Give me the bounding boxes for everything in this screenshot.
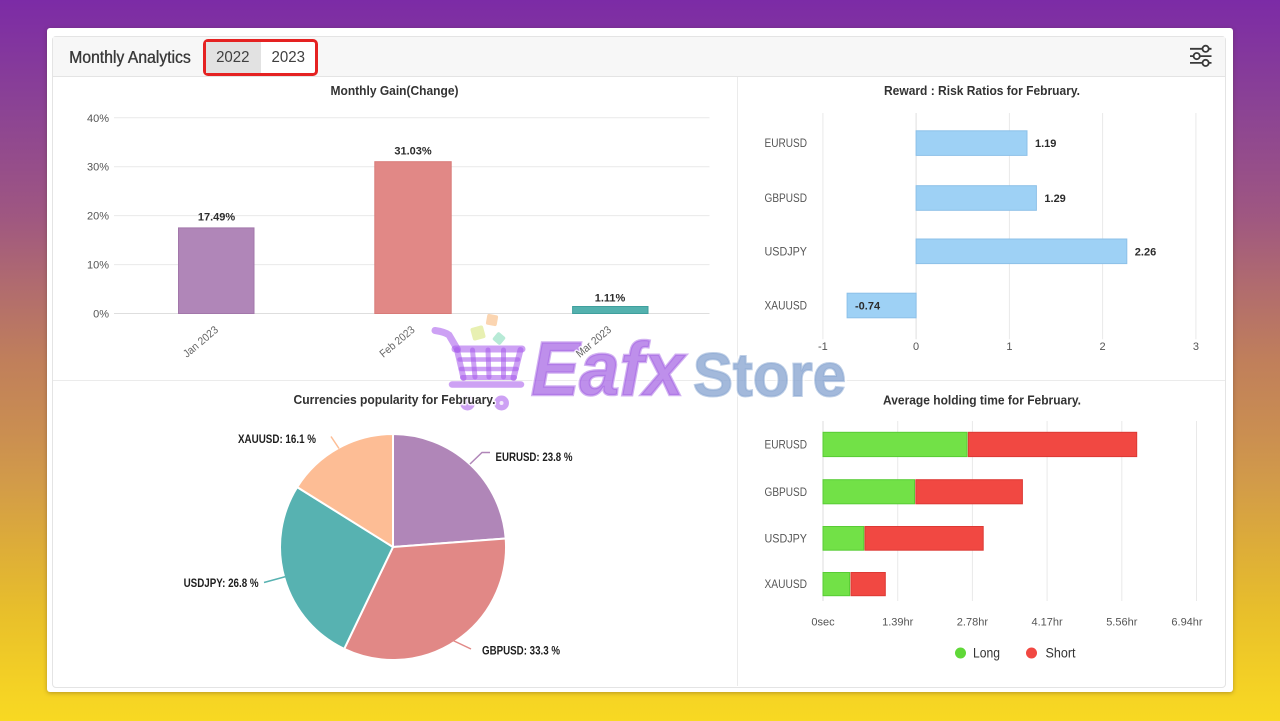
svg-text:USDJPY: 26.8 %: USDJPY: 26.8 % [184, 576, 259, 590]
svg-text:2: 2 [1100, 341, 1106, 353]
svg-text:4.17hr: 4.17hr [1031, 617, 1063, 629]
svg-text:Monthly Gain(Change): Monthly Gain(Change) [331, 83, 459, 98]
svg-text:1.19: 1.19 [1035, 138, 1056, 150]
svg-text:20%: 20% [87, 211, 109, 223]
svg-text:40%: 40% [87, 113, 109, 125]
svg-text:30%: 30% [87, 162, 109, 174]
svg-text:Eafx: Eafx [531, 327, 687, 412]
svg-text:Store: Store [693, 341, 846, 409]
svg-text:Currencies popularity for Febr: Currencies popularity for February. [294, 392, 496, 407]
svg-text:0sec: 0sec [811, 617, 835, 629]
svg-text:USDJPY: USDJPY [765, 246, 808, 258]
svg-text:5.56hr: 5.56hr [1106, 617, 1138, 629]
svg-text:EURUSD: 23.8 %: EURUSD: 23.8 % [496, 450, 573, 464]
svg-text:XAUUSD: 16.1 %: XAUUSD: 16.1 % [238, 432, 316, 446]
svg-text:Average holding time for Febru: Average holding time for February. [883, 393, 1081, 408]
svg-text:3: 3 [1193, 341, 1199, 353]
svg-text:1.29: 1.29 [1044, 193, 1065, 205]
svg-text:0: 0 [913, 341, 919, 353]
svg-text:EURUSD: EURUSD [765, 138, 808, 150]
svg-text:1.39hr: 1.39hr [882, 617, 914, 629]
svg-text:Long: Long [973, 646, 1000, 661]
svg-text:GBPUSD: GBPUSD [765, 193, 808, 205]
svg-text:GBPUSD: GBPUSD [765, 487, 808, 499]
svg-text:EURUSD: EURUSD [765, 439, 808, 451]
svg-text:1: 1 [1006, 341, 1012, 353]
svg-text:2.26: 2.26 [1135, 246, 1156, 258]
svg-text:Eafx: Eafx [531, 327, 687, 412]
svg-text:-1: -1 [818, 341, 828, 353]
svg-text:Reward : Risk Ratios for Febru: Reward : Risk Ratios for February. [884, 83, 1080, 98]
svg-text:1.11%: 1.11% [595, 293, 626, 305]
svg-text:XAUUSD: XAUUSD [765, 301, 808, 313]
svg-text:31.03%: 31.03% [394, 146, 432, 158]
svg-text:-0.74: -0.74 [855, 301, 881, 313]
svg-text:10%: 10% [87, 260, 109, 272]
svg-text:17.49%: 17.49% [198, 212, 236, 224]
svg-text:XAUUSD: XAUUSD [765, 579, 808, 591]
svg-text:-1: -1 [818, 341, 828, 353]
svg-text:GBPUSD: 33.3 %: GBPUSD: 33.3 % [482, 644, 560, 658]
svg-text:Short: Short [1046, 646, 1076, 661]
svg-text:Currencies popularity for Febr: Currencies popularity for February. [294, 392, 496, 407]
svg-text:6.94hr: 6.94hr [1171, 617, 1203, 629]
svg-text:USDJPY: USDJPY [765, 533, 808, 545]
svg-text:2.78hr: 2.78hr [957, 617, 989, 629]
svg-text:Store: Store [693, 341, 846, 409]
svg-text:0%: 0% [93, 309, 109, 321]
